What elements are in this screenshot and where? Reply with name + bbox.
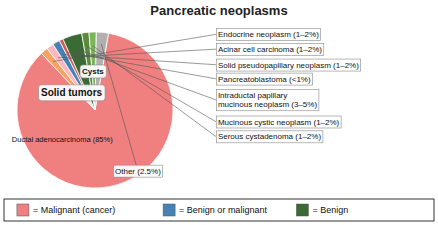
legend-label: = Benign: [312, 205, 348, 215]
legend-label: = Benign or malignant: [179, 205, 267, 215]
legend-frame: [4, 199, 434, 221]
legend-item: = Benign: [296, 204, 348, 216]
slice-label-box: [216, 116, 341, 128]
slice-label: Serous cystadenoma (1–2%): [216, 131, 323, 143]
leader-line: [58, 49, 216, 58]
slice-label: Other (2.5%): [114, 165, 163, 177]
slice-label-text: Mucinous cystic neoplasm (1–2%): [218, 118, 340, 127]
annotation-box: [39, 85, 106, 101]
slice-label-box: [216, 43, 323, 55]
chart: Pancreatic neoplasms Ductal adenocarcinom…: [0, 0, 438, 225]
slice-label-box: [216, 131, 323, 143]
legend-item: = Malignant (cancer): [17, 204, 115, 216]
title: Pancreatic neoplasms: [150, 3, 287, 18]
pie-area: Ductal adenocarcinoma (85%) Endocrine neo…: [12, 29, 361, 188]
legend-swatch: [296, 204, 308, 216]
slice-label: Intraductal papillarymucinous neoplasm (…: [216, 90, 318, 111]
leader-line: [87, 47, 216, 122]
inside-label: Ductal adenocarcinoma (85%): [12, 135, 113, 144]
slice-label-text: Serous cystadenoma (1–2%): [218, 132, 322, 141]
slice-label-text: Intraductal papillarymucinous neoplasm (…: [218, 91, 317, 109]
leader-line: [67, 52, 216, 78]
leader-line: [93, 46, 216, 136]
annotation: Solid tumors: [39, 85, 106, 101]
slice-label-box: [216, 73, 312, 85]
slice-label-text: Pancreatoblastoma (<1%): [218, 75, 311, 84]
slice-label-box: [114, 165, 163, 177]
leader-line: [53, 34, 216, 61]
annotation: Cysts: [80, 65, 106, 78]
slice-label-box: [216, 90, 318, 111]
slice-label-text: Other (2.5%): [115, 167, 161, 176]
slice-label-box: [216, 59, 360, 71]
legend: = Malignant (cancer) = Benign or malignan…: [4, 199, 434, 221]
slice-label-box: [216, 29, 320, 41]
legend-swatch: [163, 204, 175, 216]
slice-label-text: Acinar cell carcinoma (1–2%): [218, 45, 322, 54]
leader-lines: [53, 34, 216, 171]
inside-label-text: Ductal adenocarcinoma (85%): [12, 135, 113, 144]
slice-label-text: Solid pseudopapillary neoplasm (1–2%): [218, 61, 359, 70]
slice-label: Solid pseudopapillary neoplasm (1–2%): [216, 59, 360, 71]
annotation-text: Solid tumors: [41, 87, 103, 98]
legend-swatch: [17, 204, 29, 216]
slice-label: Acinar cell carcinoma (1–2%): [216, 43, 323, 55]
slice-label: Pancreatoblastoma (<1%): [216, 73, 312, 85]
slice-label: Endocrine neoplasm (1–2%): [216, 29, 320, 41]
annotation-box: [80, 65, 106, 78]
annotation-text: Cysts: [82, 67, 104, 76]
slice-label-text: Endocrine neoplasm (1–2%): [218, 30, 319, 39]
leader-line: [101, 44, 138, 171]
slice-label: Mucinous cystic neoplasm (1–2%): [216, 116, 341, 128]
legend-label: = Malignant (cancer): [33, 205, 115, 215]
legend-item: = Benign or malignant: [163, 204, 267, 216]
leader-line: [63, 55, 216, 65]
labels: Ductal adenocarcinoma (85%) Endocrine neo…: [12, 29, 361, 178]
